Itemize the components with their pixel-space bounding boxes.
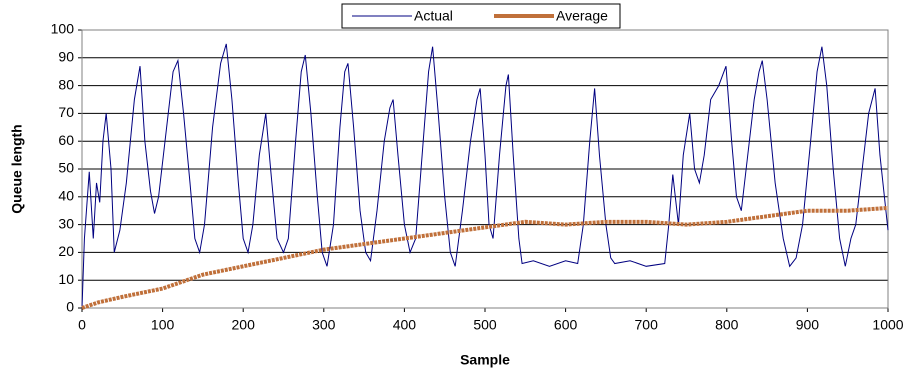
legend-label: Actual xyxy=(414,8,453,24)
x-tick-label: 200 xyxy=(232,317,256,333)
plot-border xyxy=(81,29,889,309)
x-tick-label: 500 xyxy=(473,317,497,333)
x-tick-label: 900 xyxy=(796,317,820,333)
y-tick-label: 0 xyxy=(66,299,74,315)
y-tick-label: 20 xyxy=(58,243,74,259)
y-tick-label: 80 xyxy=(58,76,74,92)
y-tick-label: 10 xyxy=(58,271,74,287)
y-tick-label: 70 xyxy=(58,104,74,120)
series-line xyxy=(81,43,889,309)
y-tick-label: 60 xyxy=(58,132,74,148)
x-tick-label: 1000 xyxy=(872,317,903,333)
y-tick-label: 90 xyxy=(58,49,74,65)
y-tick-label: 100 xyxy=(51,21,75,37)
x-tick-label: 0 xyxy=(78,317,86,333)
x-tick-label: 800 xyxy=(715,317,739,333)
x-tick-label: 700 xyxy=(635,317,659,333)
x-tick-label: 600 xyxy=(554,317,578,333)
x-tick-label: 300 xyxy=(312,317,336,333)
x-tick-label: 400 xyxy=(393,317,417,333)
legend-label: Average xyxy=(556,8,608,24)
x-tick-label: 100 xyxy=(151,317,175,333)
y-tick-label: 50 xyxy=(58,160,74,176)
y-tick-label: 40 xyxy=(58,188,74,204)
series-line xyxy=(81,205,889,310)
x-axis-label: Sample xyxy=(460,352,510,368)
y-tick-label: 30 xyxy=(58,215,74,231)
y-axis-label: Queue length xyxy=(9,124,25,213)
